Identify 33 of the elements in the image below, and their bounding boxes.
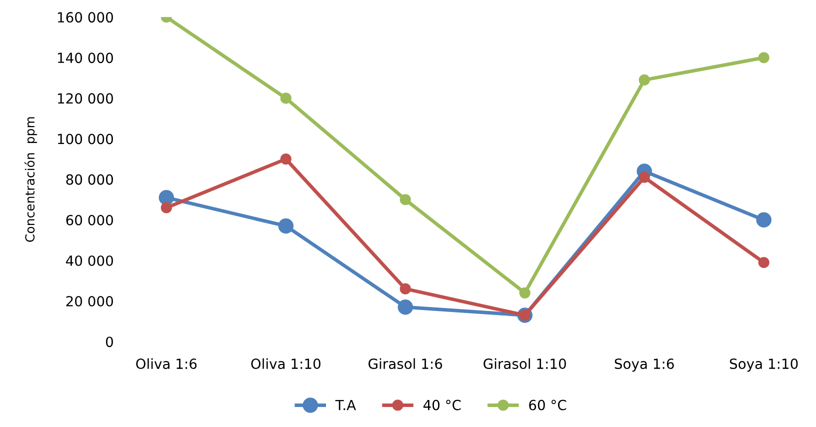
point — [158, 190, 174, 206]
legend-label: T.A — [335, 400, 356, 410]
point — [638, 74, 650, 86]
y-tick-label: 60 000 — [66, 214, 113, 226]
x-tick-label: Oliva 1:6 — [136, 358, 197, 370]
point — [758, 256, 770, 268]
y-tick-label: 160 000 — [58, 12, 113, 23]
legend-label: 60 °C — [529, 400, 566, 410]
y-tick-label: 0 — [106, 336, 113, 348]
point — [280, 154, 292, 165]
point — [519, 287, 530, 298]
point — [280, 92, 292, 104]
y-tick-label: 20 000 — [66, 296, 113, 307]
point — [400, 283, 411, 294]
y-tick-label: 40 000 — [66, 255, 113, 266]
x-tick-label: Girasol 1:6 — [368, 358, 442, 370]
point — [398, 299, 414, 315]
point — [758, 52, 770, 64]
point — [278, 218, 294, 234]
y-tick-label: 100 000 — [58, 134, 113, 144]
legend-label: 40 °C — [423, 400, 461, 410]
y-tick-label: 140 000 — [58, 52, 113, 64]
point — [400, 194, 411, 206]
x-tick-label: Soya 1:6 — [614, 358, 674, 372]
point — [756, 212, 772, 228]
y-tick-label: 80 000 — [66, 174, 113, 185]
x-tick-label: Girasol 1:10 — [484, 358, 566, 370]
y-axis-title: Concentración ppm — [24, 117, 38, 242]
y-tick-label: 120 000 — [58, 93, 113, 104]
point — [638, 172, 650, 183]
x-tick-label: Oliva 1:10 — [251, 358, 320, 370]
point — [160, 202, 172, 214]
x-tick-label: Soya 1:10 — [730, 358, 798, 372]
